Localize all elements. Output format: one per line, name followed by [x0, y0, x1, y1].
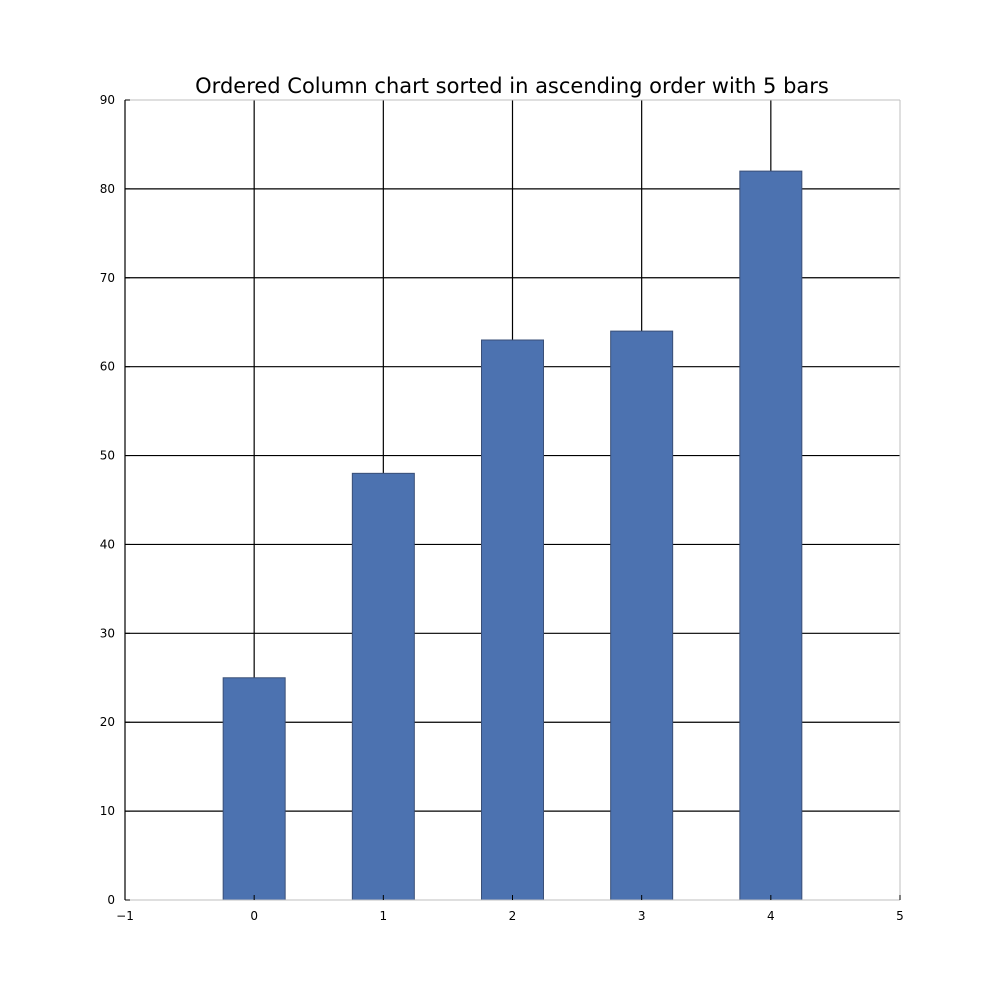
y-tick-label: 90 — [100, 93, 115, 107]
x-tick-label: 1 — [380, 909, 388, 923]
bar — [222, 677, 286, 901]
y-tick-label: 40 — [100, 537, 115, 551]
x-axis-ticks: −1 0 1 2 3 4 5 — [116, 895, 904, 923]
bar — [739, 170, 803, 901]
bar — [610, 330, 674, 901]
y-axis-ticks: 0 10 20 30 40 50 60 70 80 90 — [100, 93, 130, 907]
x-tick-label: 4 — [767, 909, 775, 923]
x-tick-label: 2 — [509, 909, 517, 923]
y-tick-label: 50 — [100, 449, 115, 463]
x-tick-label: −1 — [116, 909, 134, 923]
y-tick-label: 10 — [100, 804, 115, 818]
x-tick-label: 5 — [896, 909, 904, 923]
y-tick-label: 60 — [100, 360, 115, 374]
y-tick-label: 80 — [100, 182, 115, 196]
y-tick-label: 20 — [100, 715, 115, 729]
bars — [222, 170, 803, 901]
y-tick-label: 0 — [107, 893, 115, 907]
y-tick-label: 70 — [100, 271, 115, 285]
x-tick-label: 3 — [638, 909, 646, 923]
bar — [481, 339, 544, 901]
y-tick-label: 30 — [100, 626, 115, 640]
chart-title: Ordered Column chart sorted in ascending… — [195, 74, 829, 98]
x-tick-label: 0 — [250, 909, 258, 923]
bar — [351, 472, 415, 901]
